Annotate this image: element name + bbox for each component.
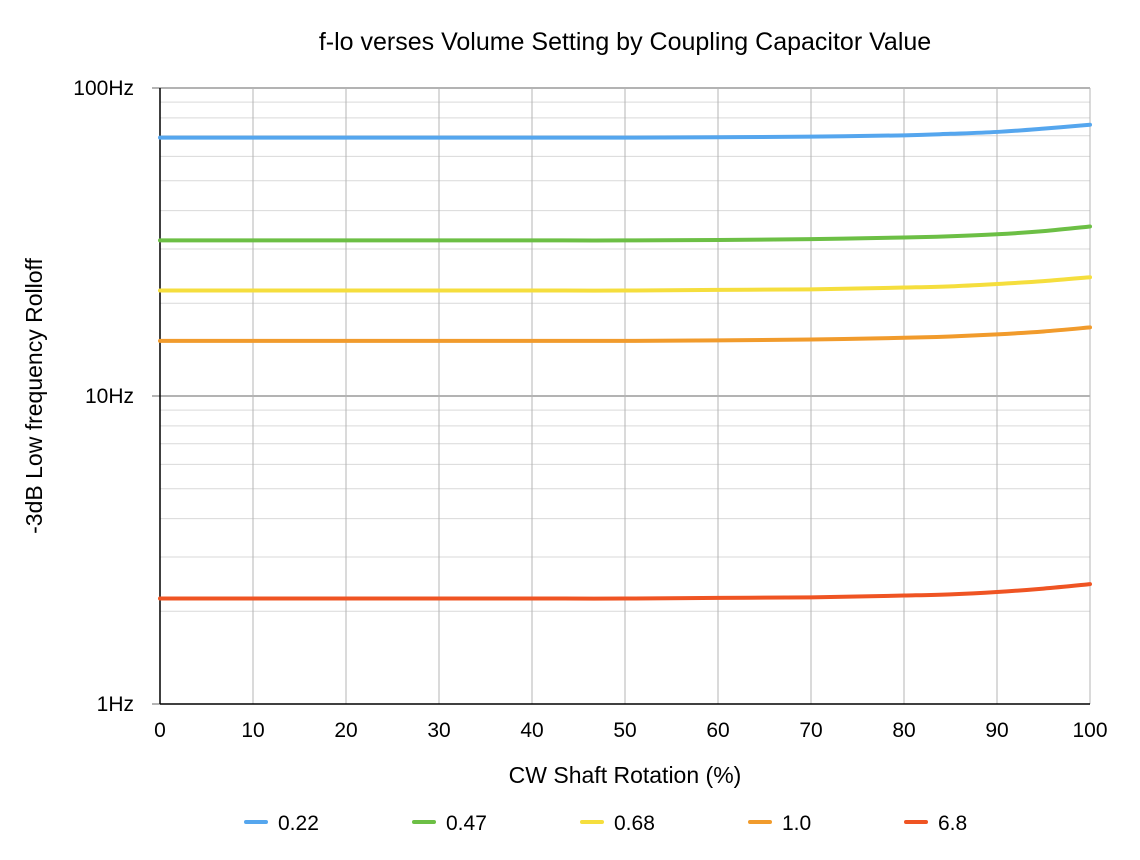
legend-label: 1.0 <box>782 812 811 835</box>
series-line-0-68 <box>158 275 1092 293</box>
x-tick-label: 40 <box>520 719 543 742</box>
series-lines <box>158 122 1092 601</box>
x-tick-label: 90 <box>985 719 1008 742</box>
y-tick-label: 100Hz <box>73 77 134 100</box>
x-tick-labels: 0 10 20 30 40 50 60 70 80 90 100 <box>154 719 1107 742</box>
y-tick-label: 1Hz <box>97 693 134 716</box>
x-tick-label: 20 <box>334 719 357 742</box>
chart-title: f-lo verses Volume Setting by Coupling C… <box>319 28 931 56</box>
major-gridlines <box>160 87 1091 704</box>
x-tick-label: 30 <box>427 719 450 742</box>
x-tick-label: 70 <box>799 719 822 742</box>
x-tick-label: 50 <box>613 719 636 742</box>
legend-label: 0.22 <box>278 812 319 835</box>
legend-label: 0.47 <box>446 812 487 835</box>
y-axis-label: -3dB Low frequency Rolloff <box>21 258 47 534</box>
series-line-6-8 <box>158 582 1092 601</box>
series-line-0-47 <box>158 224 1092 243</box>
x-tick-label: 0 <box>154 719 166 742</box>
y-tick-labels: 1Hz 10Hz 100Hz <box>73 77 134 716</box>
legend: 0.22 0.47 0.68 1.0 6.8 <box>244 812 967 835</box>
series-line-0-22 <box>158 122 1092 140</box>
legend-label: 0.68 <box>614 812 655 835</box>
x-tick-label: 10 <box>241 719 264 742</box>
y-tick-label: 10Hz <box>85 385 134 408</box>
x-tick-label: 80 <box>892 719 915 742</box>
axes <box>152 87 1090 705</box>
series-line-1-0 <box>158 325 1092 343</box>
x-tick-label: 60 <box>706 719 729 742</box>
x-axis-label: CW Shaft Rotation (%) <box>509 762 742 788</box>
legend-label: 6.8 <box>938 812 967 835</box>
x-tick-label: 100 <box>1072 719 1107 742</box>
